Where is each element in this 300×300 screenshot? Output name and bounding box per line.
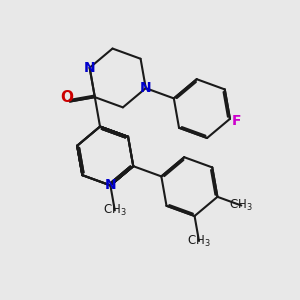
Text: CH$_3$: CH$_3$ <box>187 233 211 249</box>
Text: CH$_3$: CH$_3$ <box>230 198 253 213</box>
Text: N: N <box>84 61 95 75</box>
Text: O: O <box>60 91 73 106</box>
Text: N: N <box>140 81 152 95</box>
Text: N: N <box>105 178 116 192</box>
Text: F: F <box>232 114 242 128</box>
Text: CH$_3$: CH$_3$ <box>103 203 127 218</box>
